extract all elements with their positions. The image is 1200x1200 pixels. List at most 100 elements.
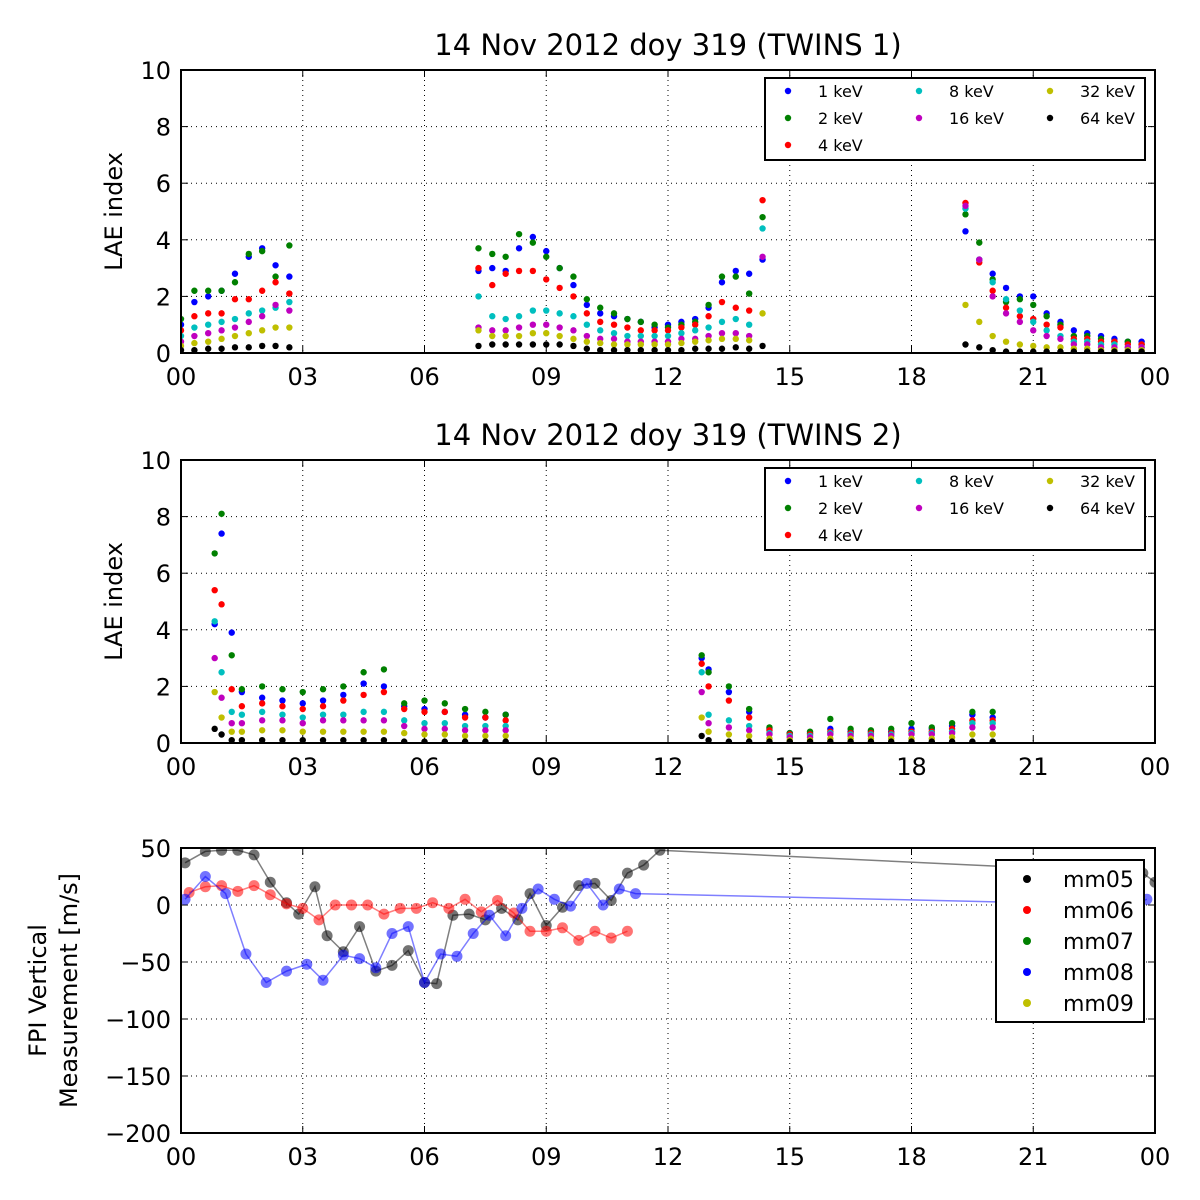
data-point <box>1043 332 1050 340</box>
data-point <box>281 898 293 910</box>
data-point <box>238 736 246 743</box>
data-point <box>637 346 645 353</box>
data-point <box>583 301 591 309</box>
data-point <box>204 329 212 337</box>
data-point <box>354 921 366 933</box>
legend-marker <box>1046 87 1054 95</box>
data-point <box>232 885 244 897</box>
data-point <box>725 717 733 724</box>
data-point <box>402 921 414 933</box>
data-point <box>218 345 225 352</box>
data-point <box>570 327 577 334</box>
y-tick-label: −100 <box>105 1006 171 1034</box>
data-point <box>204 338 212 345</box>
data-point <box>410 902 422 914</box>
data-point <box>319 703 327 710</box>
data-point <box>441 719 448 727</box>
data-point <box>705 669 712 676</box>
y-tick-label: −200 <box>105 1120 171 1148</box>
legend-label: 8 keV <box>949 472 994 491</box>
data-point <box>678 339 685 347</box>
legend: 1 keV 2 keV 4 keV 8 keV 16 keV 32 keV 64 keV <box>764 467 1146 551</box>
data-point <box>637 341 645 348</box>
data-point <box>279 727 286 734</box>
data-point <box>500 930 512 942</box>
series-1-keV <box>211 530 996 737</box>
data-point <box>401 722 408 730</box>
data-point <box>543 329 550 337</box>
data-point <box>502 727 509 734</box>
data-point <box>216 848 228 856</box>
data-point <box>421 697 428 704</box>
data-point <box>231 279 239 286</box>
data-point <box>827 715 834 723</box>
data-point <box>380 736 388 743</box>
x-tick-label: 21 <box>1018 1143 1049 1171</box>
data-point <box>220 888 232 900</box>
data-point <box>1002 310 1010 317</box>
data-point <box>421 725 428 733</box>
data-point <box>264 889 276 901</box>
data-point <box>461 705 469 713</box>
data-point <box>286 344 293 351</box>
data-point <box>299 736 306 743</box>
data-point <box>401 738 408 743</box>
data-point <box>759 196 766 204</box>
data-point <box>570 335 577 343</box>
data-point <box>279 711 286 718</box>
data-point <box>610 335 618 343</box>
data-point <box>962 228 969 235</box>
data-point <box>245 344 252 351</box>
data-point <box>759 253 766 260</box>
data-point <box>529 239 537 246</box>
data-point <box>962 341 969 348</box>
data-point <box>908 719 915 727</box>
data-point <box>1016 348 1024 353</box>
data-point <box>573 934 585 946</box>
data-point <box>556 324 563 331</box>
chart-title: 14 Nov 2012 doy 319 (TWINS 2) <box>434 418 901 452</box>
data-point <box>556 264 563 272</box>
data-point <box>258 313 266 320</box>
data-point <box>492 894 504 906</box>
data-point <box>264 876 276 888</box>
y-tick-label: 2 <box>156 673 171 701</box>
data-point <box>908 738 915 743</box>
data-point <box>386 959 398 971</box>
data-point <box>610 321 618 328</box>
data-point <box>421 719 428 727</box>
data-point <box>340 736 347 743</box>
data-point <box>211 725 218 733</box>
data-point <box>340 728 347 735</box>
legend-marker <box>915 504 923 512</box>
data-point <box>337 949 349 961</box>
data-point <box>691 345 699 352</box>
data-point <box>461 714 469 721</box>
data-point <box>597 339 604 347</box>
legend-label: 8 keV <box>949 82 994 101</box>
y-axis-label-line: Measurement [m/s] <box>55 873 83 1108</box>
data-point <box>1057 324 1064 331</box>
data-point <box>286 307 293 314</box>
data-point <box>786 738 793 743</box>
data-point <box>279 697 286 704</box>
data-point <box>718 318 726 326</box>
data-point <box>556 332 563 340</box>
legend-marker <box>784 531 792 539</box>
x-tick-label: 00 <box>166 753 197 781</box>
legend-marker <box>1046 114 1054 122</box>
data-point <box>948 719 956 727</box>
data-point <box>989 332 996 340</box>
data-point <box>317 974 329 986</box>
data-point <box>583 332 591 340</box>
data-point <box>1097 348 1105 353</box>
x-tick-label: 15 <box>774 1143 805 1171</box>
legend-box <box>764 467 1146 551</box>
data-point <box>570 342 577 350</box>
data-point <box>583 321 591 328</box>
series-16-keV <box>181 202 1145 351</box>
data-point <box>532 883 544 895</box>
data-point <box>475 293 482 300</box>
data-point <box>218 714 225 721</box>
data-point <box>228 708 235 716</box>
